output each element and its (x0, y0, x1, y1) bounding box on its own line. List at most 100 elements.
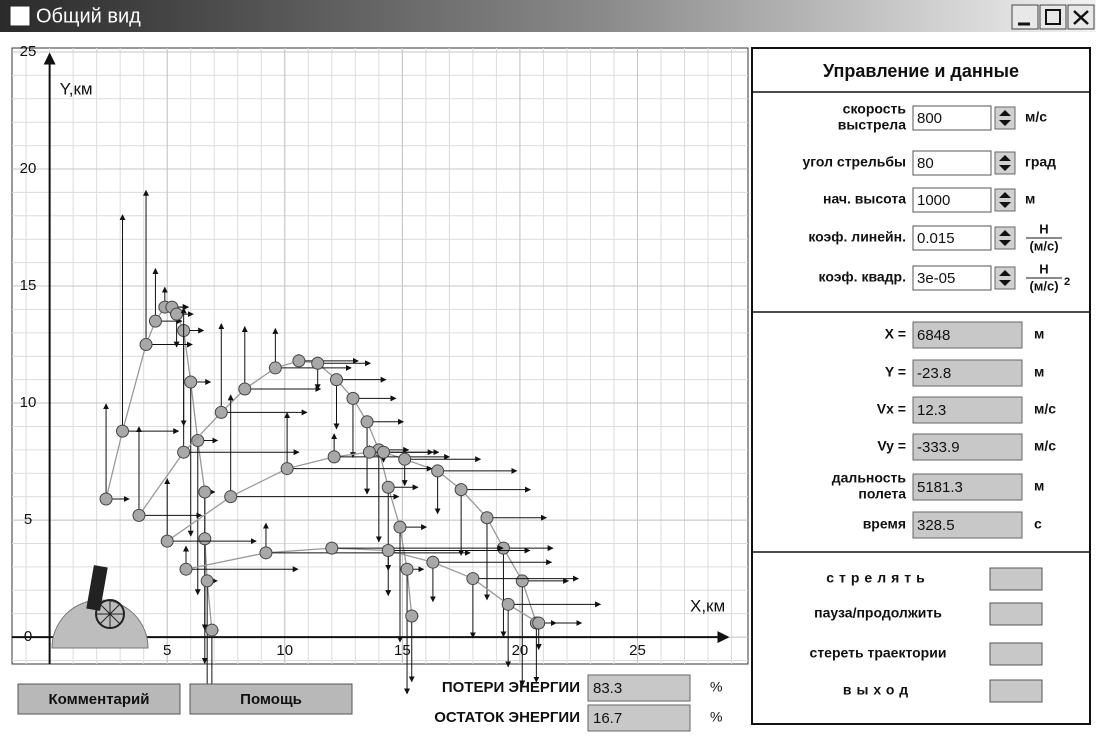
field-label: коэф. линейн. (808, 229, 906, 245)
unit-exponent: 2 (1064, 276, 1070, 288)
trajectory-point (312, 357, 324, 369)
trajectory-point (382, 544, 394, 556)
button-label: стереть траектории (810, 645, 947, 661)
body: Общий вид 5101520250510152025X,кмY,км Уп… (0, 0, 1096, 736)
output-value: -23.8 (917, 365, 951, 382)
button[interactable] (990, 680, 1042, 702)
field-label: коэф. квадр. (819, 269, 907, 285)
trajectory-point (201, 575, 213, 587)
trajectory-point (378, 446, 390, 458)
trajectory-point (401, 563, 413, 575)
unit: м/с (1034, 401, 1056, 417)
trajectory-point (206, 624, 218, 636)
input-value: 0.015 (917, 230, 955, 247)
trajectory-point (192, 434, 204, 446)
window-icon (10, 6, 30, 26)
trajectory-point (269, 362, 281, 374)
trajectory-point (326, 542, 338, 554)
energy-value: 83.3 (593, 680, 622, 697)
trajectory-point (215, 406, 227, 418)
button[interactable] (990, 603, 1042, 625)
trajectory-point (502, 598, 514, 610)
unit: м (1034, 364, 1044, 380)
trajectory-point (225, 491, 237, 503)
panel-title: Управление и данные (823, 61, 1019, 81)
energy-label: ОСТАТОК ЭНЕРГИИ (434, 709, 580, 726)
unit: с (1034, 516, 1042, 532)
output-value: 5181.3 (917, 479, 963, 496)
energy-unit: % (710, 679, 722, 695)
output-value: -333.9 (917, 439, 960, 456)
input-value: 800 (917, 110, 942, 127)
trajectory-point (382, 481, 394, 493)
trajectory-point (455, 484, 467, 496)
field-label: скорость (843, 101, 907, 117)
trajectory-point (178, 446, 190, 458)
trajectory-point (533, 617, 545, 629)
trajectory-point (406, 610, 418, 622)
energy-unit: % (710, 709, 722, 725)
button[interactable] (990, 568, 1042, 590)
button[interactable] (990, 643, 1042, 665)
y-tick-label: 25 (20, 43, 37, 60)
page: page {"window": {"title": "Общий вид"}, … (0, 0, 1096, 736)
y-tick-label: 15 (20, 277, 37, 294)
trajectory-point (516, 575, 528, 587)
output-value: 12.3 (917, 402, 946, 419)
field-label: Y = (885, 364, 906, 380)
trajectory-point (117, 425, 129, 437)
unit-denominator: (м/с) (1029, 278, 1058, 293)
output-value: 6848 (917, 327, 950, 344)
unit: м (1034, 326, 1044, 342)
field-label: полета (858, 486, 906, 502)
unit: м/с (1034, 438, 1056, 454)
x-tick-label: 10 (276, 642, 293, 659)
field-label: нач. высота (823, 191, 906, 207)
trajectory-point (149, 315, 161, 327)
field-label: дальность (832, 470, 907, 486)
input-value: 80 (917, 155, 934, 172)
trajectory-point (199, 486, 211, 498)
trajectory-point (427, 556, 439, 568)
button-label: выход (843, 682, 913, 698)
unit: м (1025, 191, 1035, 207)
x-tick-label: 20 (512, 642, 529, 659)
x-tick-label: 25 (629, 642, 646, 659)
field-label: X = (885, 326, 906, 342)
trajectory-point (394, 521, 406, 533)
unit: м/с (1025, 109, 1047, 125)
trajectory-point (140, 339, 152, 351)
trajectory-point (281, 463, 293, 475)
input-value: 1000 (917, 192, 950, 209)
unit: м (1034, 478, 1044, 494)
trajectory-point (133, 509, 145, 521)
trajectory-point (481, 512, 493, 524)
trajectory-point (361, 416, 373, 428)
trajectory-point (293, 355, 305, 367)
trajectory-point (347, 392, 359, 404)
trajectory-point (330, 374, 342, 386)
y-axis-label: Y,км (60, 79, 93, 98)
trajectory-point (399, 453, 411, 465)
field-label: Vx = (877, 401, 906, 417)
unit: град (1025, 154, 1056, 170)
trajectory-point (161, 535, 173, 547)
output-value: 328.5 (917, 517, 955, 534)
energy-label: ПОТЕРИ ЭНЕРГИИ (442, 679, 580, 696)
cannon-spokes (96, 600, 124, 628)
x-tick-label: 5 (163, 642, 171, 659)
x-tick-label: 15 (394, 642, 411, 659)
trajectory-point (180, 563, 192, 575)
trajectory-point (199, 533, 211, 545)
trajectory-point (363, 446, 375, 458)
input-value: 3e-05 (917, 270, 955, 287)
y-tick-label: 0 (24, 628, 32, 645)
field-label: время (863, 516, 906, 532)
x-axis-label: X,км (690, 597, 725, 616)
button-label: стрелять (826, 570, 930, 586)
window: Общий вид 5101520250510152025X,кмY,км Уп… (0, 0, 1096, 736)
title-bar (0, 0, 1096, 32)
trajectory-point (100, 493, 112, 505)
maximize-button[interactable] (1040, 5, 1066, 29)
field-label: выстрела (838, 117, 906, 133)
